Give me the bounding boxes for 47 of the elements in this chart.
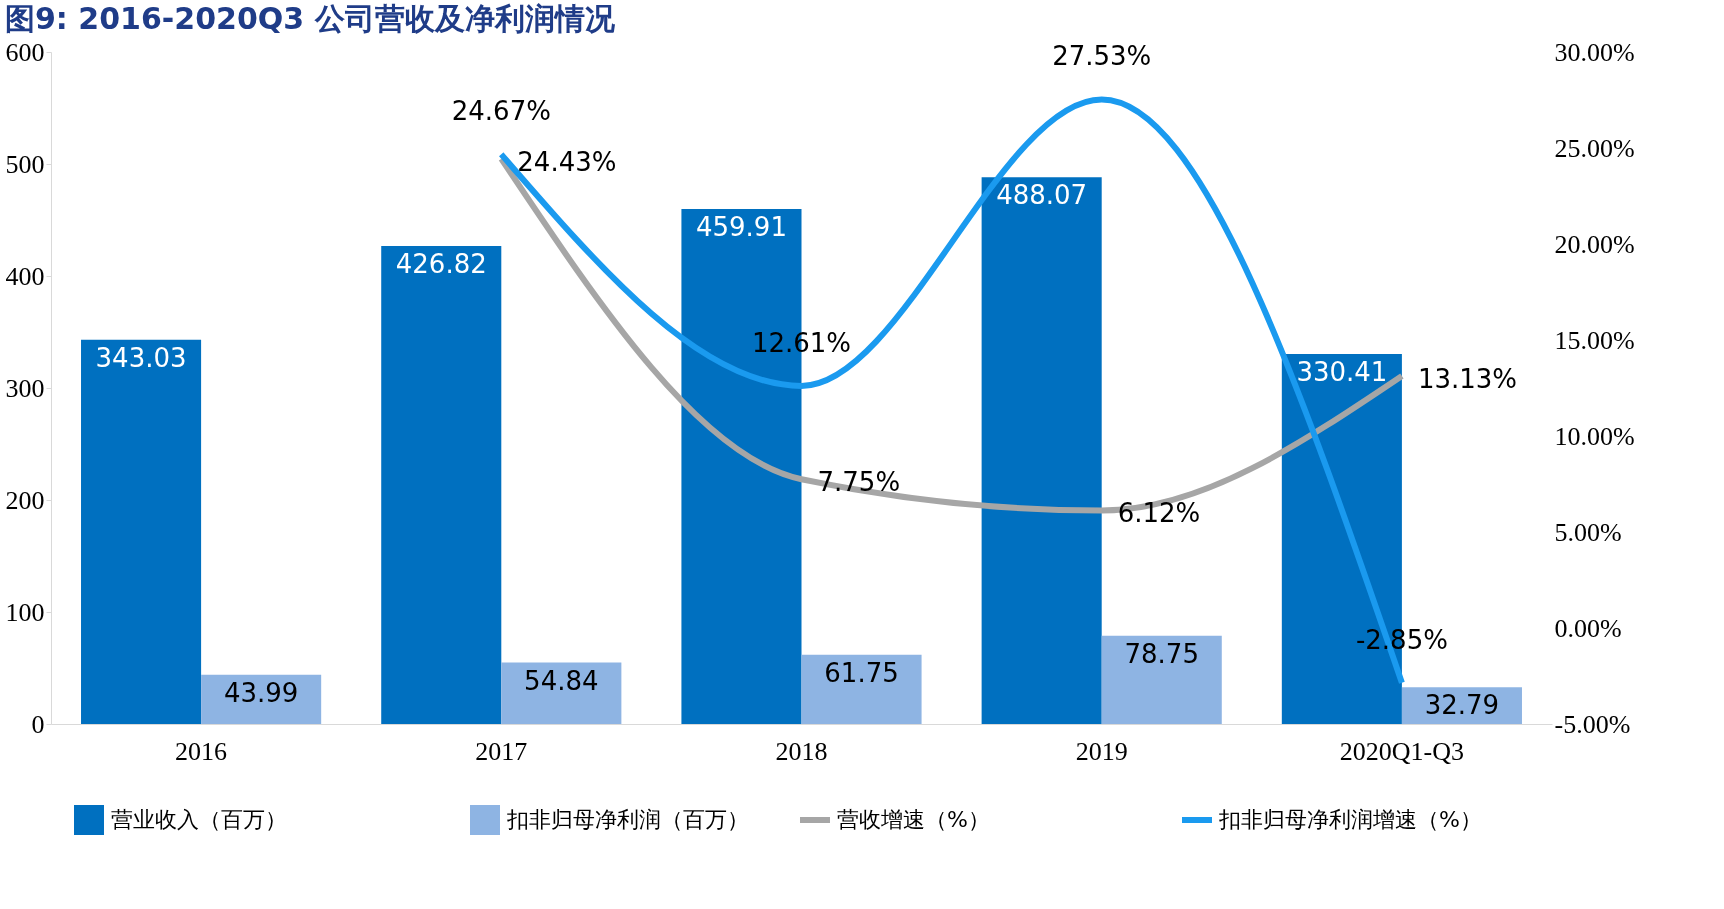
x-tick-label: 2017: [475, 736, 528, 766]
data-label: 24.43%: [517, 146, 617, 177]
y2-tick-label: 15.00%: [1554, 325, 1635, 355]
y2-tick-label: 5.00%: [1554, 517, 1622, 547]
bar: [981, 177, 1102, 724]
x-tick-label: 2018: [775, 736, 828, 766]
chart-title: 图9: 2016-2020Q3 公司营收及净利润情况: [5, 1, 616, 36]
data-label: 6.12%: [1117, 498, 1201, 529]
bar: [381, 245, 502, 724]
data-label: 7.75%: [817, 467, 901, 498]
data-label: 13.13%: [1417, 363, 1518, 394]
data-label: 61.75: [824, 657, 899, 688]
data-label: 459.91: [695, 211, 787, 242]
y-tick-label: 300: [5, 373, 45, 403]
y-tick-label: 0: [31, 709, 45, 739]
y2-tick-label: 10.00%: [1554, 421, 1635, 451]
y-tick-label: 600: [5, 37, 45, 67]
data-label: 426.82: [395, 248, 487, 279]
data-label: 330.41: [1296, 356, 1388, 387]
data-label: 488.07: [996, 180, 1088, 211]
y2-tick-label: 0.00%: [1554, 613, 1622, 643]
x-tick-label: 2019: [1075, 736, 1128, 766]
data-label: 78.75: [1124, 638, 1199, 669]
bar: [1101, 635, 1222, 724]
x-tick-label: 2016: [175, 736, 228, 766]
data-label: 343.03: [95, 342, 187, 373]
y2-tick-label: 20.00%: [1554, 229, 1635, 259]
legend-label: 营业收入（百万）: [111, 807, 287, 832]
bar: [501, 662, 622, 724]
legend-label: 营收增速（%）: [837, 807, 990, 832]
bar: [801, 654, 922, 724]
y2-tick-label: 25.00%: [1554, 133, 1635, 163]
y-tick-label: 400: [5, 261, 45, 291]
data-label: 43.99: [223, 677, 299, 708]
y-tick-label: 500: [5, 149, 45, 179]
data-label: 24.67%: [451, 96, 551, 127]
data-label: 27.53%: [1052, 41, 1152, 72]
x-tick-label: 2020Q1-Q3: [1339, 736, 1465, 766]
y-tick-label: 200: [5, 485, 45, 515]
bar: [81, 339, 202, 724]
y-tick-label: 100: [5, 597, 45, 627]
y2-tick-label: -5.00%: [1554, 709, 1631, 739]
y2-tick-label: 30.00%: [1554, 37, 1635, 67]
data-label: 32.79: [1424, 690, 1500, 721]
data-label: 54.84: [524, 665, 599, 696]
legend-label: 扣非归母净利润（百万）: [506, 807, 749, 832]
legend-label: 扣非归母净利润增速（%）: [1218, 807, 1482, 832]
